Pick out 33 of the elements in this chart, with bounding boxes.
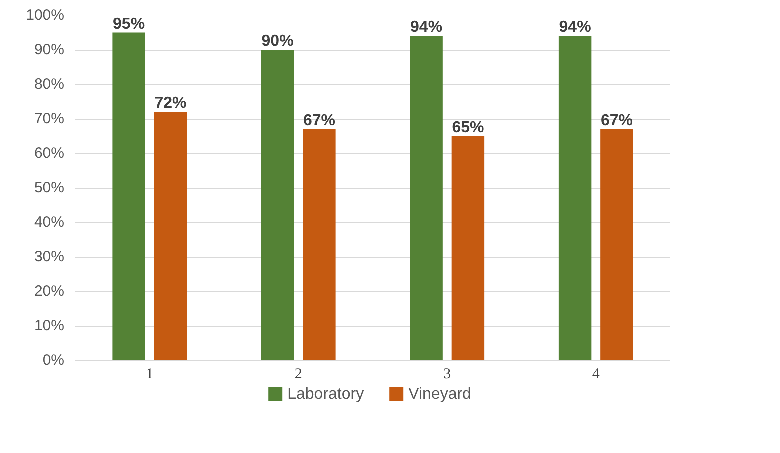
bar — [261, 50, 294, 360]
y-tick-label: 10% — [34, 318, 65, 334]
bar — [154, 112, 188, 360]
bar — [410, 36, 443, 360]
bar — [112, 32, 146, 360]
legend-label: Vineyard — [408, 386, 472, 403]
y-tick-label: 30% — [34, 248, 65, 266]
data-label: 94% — [559, 19, 592, 36]
x-tick-label: 1 — [146, 366, 154, 382]
data-label: 90% — [262, 33, 294, 50]
data-label: 67% — [600, 112, 633, 130]
y-tick-label: 70% — [34, 110, 65, 128]
y-tick-label: 0% — [42, 352, 65, 369]
data-label: 95% — [113, 16, 146, 33]
data-label: 94% — [410, 19, 443, 36]
y-tick-label: 80% — [34, 76, 65, 93]
y-tick-label: 100% — [26, 7, 65, 24]
bar — [303, 129, 336, 360]
legend-label: Laboratory — [288, 386, 364, 403]
y-tick-label: 60% — [34, 145, 65, 162]
bar — [558, 36, 592, 360]
y-tick-label: 50% — [34, 180, 65, 196]
x-tick-label: 4 — [592, 366, 600, 382]
x-tick-label: 3 — [444, 366, 452, 382]
data-label: 67% — [303, 112, 336, 130]
y-tick-label: 90% — [34, 42, 65, 58]
y-tick-label: 20% — [34, 283, 65, 300]
y-tick-label: 40% — [34, 214, 65, 231]
x-tick-label: 2 — [294, 366, 302, 382]
bar — [452, 136, 485, 360]
bar — [600, 129, 634, 360]
data-label: 72% — [154, 95, 187, 112]
data-label: 65% — [452, 119, 484, 136]
